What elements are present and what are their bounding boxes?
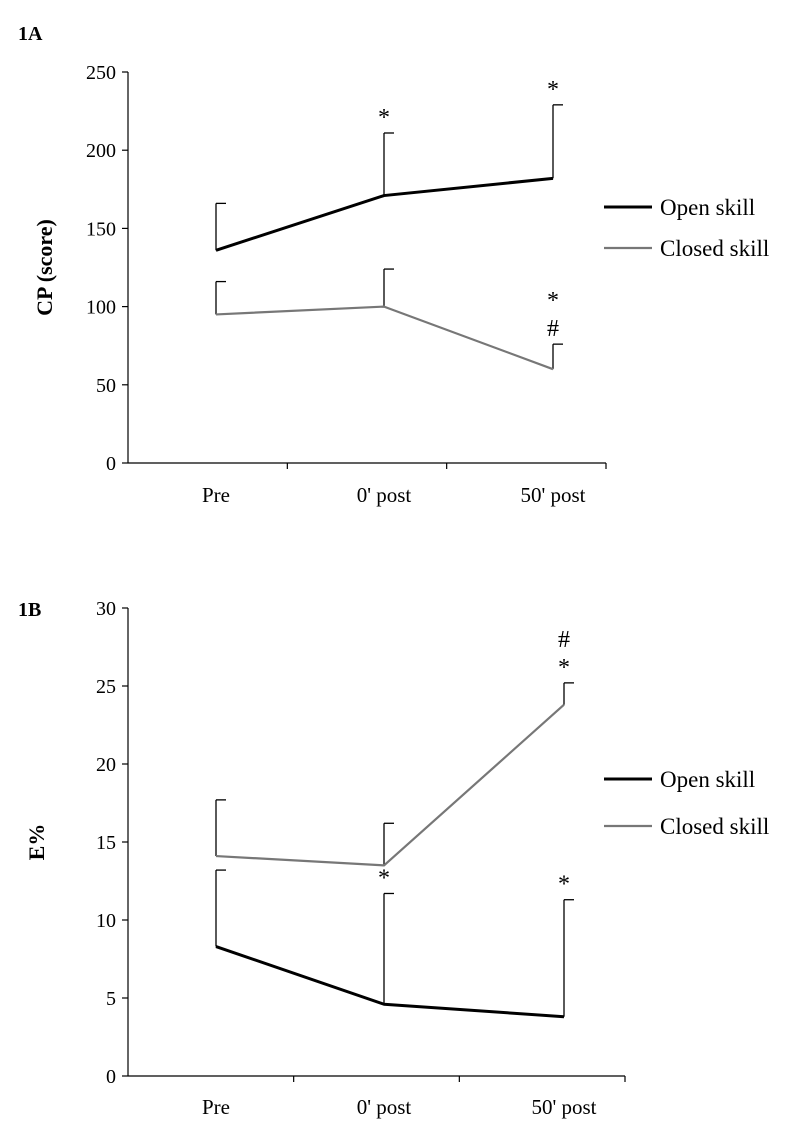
series-line [215, 305, 554, 371]
y-tick-label: 200 [86, 140, 116, 162]
y-tick-label: 10 [96, 910, 116, 932]
x-tick-label: 50' post [520, 483, 585, 507]
panel-label: 1B [18, 599, 41, 621]
significance-marker: * [547, 288, 559, 314]
x-tick-label: Pre [202, 483, 230, 507]
y-axis-label: E% [24, 824, 49, 861]
panel-label: 1A [18, 23, 43, 45]
significance-marker: * [378, 105, 390, 131]
series-open-skill: ** [215, 865, 574, 1019]
chart-panel-1a: 1A 0 50 100 150 200 250 Pre 0' post 50' post CP (s… [18, 23, 769, 507]
x-tick-label: 50' post [531, 1095, 596, 1119]
series-line [215, 176, 554, 252]
significance-marker: * [558, 872, 570, 898]
y-tick-label: 30 [96, 598, 116, 620]
y-tick-label: 25 [96, 676, 116, 698]
legend-label: Closed skill [660, 814, 769, 839]
significance-marker: * [378, 865, 390, 891]
x-tick-label: 0' post [357, 483, 412, 507]
y-tick-label: 250 [86, 62, 116, 84]
series-closed-skill: *# [215, 268, 563, 371]
y-tick-label: 15 [96, 832, 116, 854]
significance-marker: * [558, 655, 570, 681]
y-tick-label: 0 [106, 453, 116, 475]
y-tick-label: 0 [106, 1066, 116, 1088]
series-line [215, 703, 565, 867]
series-closed-skill: #* [215, 627, 574, 867]
y-tick-label: 150 [86, 218, 116, 240]
x-tick-label: 0' post [357, 1095, 412, 1119]
y-axis-label: CP (score) [32, 219, 57, 316]
y-tick-label: 20 [96, 754, 116, 776]
significance-marker: * [547, 77, 559, 103]
y-tick-label: 5 [106, 988, 116, 1010]
significance-marker: # [547, 316, 559, 342]
y-tick-label: 100 [86, 297, 116, 319]
significance-marker: # [558, 627, 570, 653]
series-line [215, 945, 565, 1019]
y-tick-label: 50 [96, 375, 116, 397]
x-tick-label: Pre [202, 1095, 230, 1119]
legend-label: Closed skill [660, 236, 769, 261]
legend-label: Open skill [660, 767, 755, 792]
series-open-skill: ** [215, 77, 563, 252]
legend-label: Open skill [660, 195, 755, 220]
